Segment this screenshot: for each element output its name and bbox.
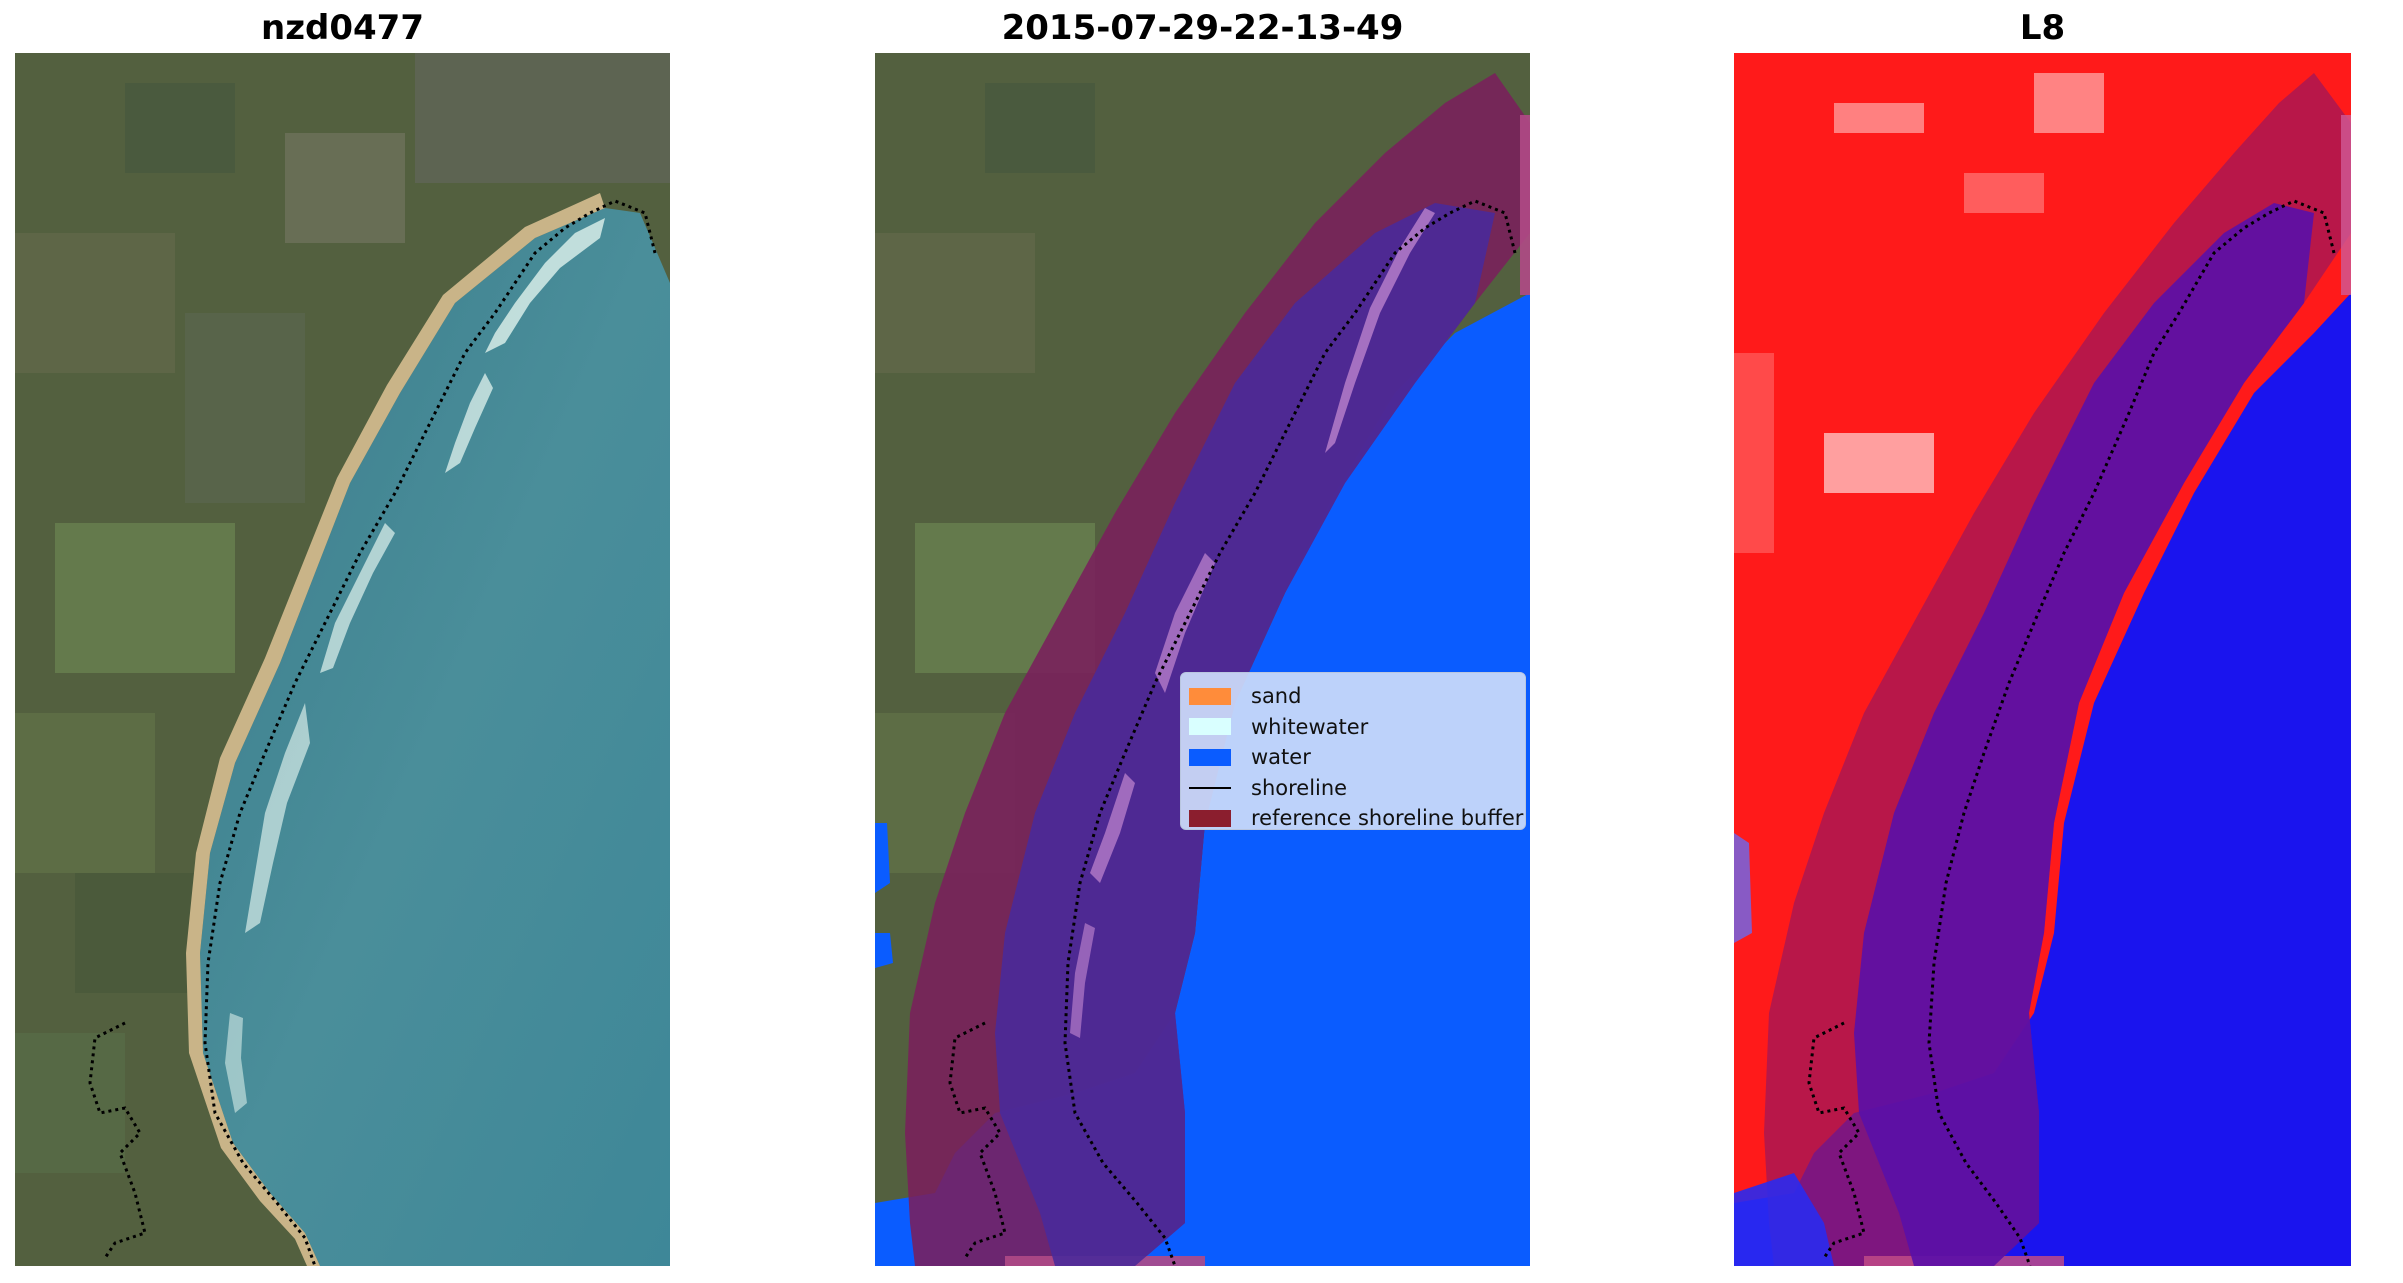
legend-item-shoreline: shoreline — [1189, 773, 1525, 804]
whitewater-streak — [485, 218, 605, 353]
legend-swatch-sand — [1189, 687, 1231, 705]
rgb-satellite-image — [15, 53, 670, 1266]
field-patch — [985, 83, 1095, 173]
field-patch — [285, 133, 405, 243]
whitewater-streak — [445, 373, 493, 473]
shoreline — [203, 199, 657, 1266]
legend: sand whitewater water shoreline referenc… — [1180, 672, 1526, 830]
legend-label: shoreline — [1251, 775, 1348, 800]
field-patch — [875, 233, 1035, 373]
shoreline — [1927, 199, 2336, 1266]
field-patch — [185, 313, 305, 503]
buffer-edge — [1520, 115, 1530, 295]
legend-swatch-whitewater — [1189, 718, 1231, 736]
index-light-patch — [1964, 173, 2044, 213]
index-light-patch — [1734, 353, 1774, 553]
field-patch — [75, 873, 195, 993]
index-water — [1734, 833, 1752, 943]
legend-item-sand: sand — [1189, 681, 1525, 712]
legend-item-buffer: reference shoreline buffer — [1189, 803, 1525, 834]
water-in-buffer — [995, 203, 1495, 1266]
legend-item-water: water — [1189, 742, 1525, 773]
field-patch — [125, 83, 235, 173]
shoreline-inland — [1807, 1021, 1866, 1259]
whitewater-streak — [320, 523, 395, 673]
legend-swatch-water — [1189, 748, 1231, 766]
legend-item-whitewater: whitewater — [1189, 712, 1525, 743]
whitewater-pixels — [1070, 923, 1095, 1038]
field-patch — [415, 53, 670, 183]
classified-water — [875, 823, 890, 893]
field-patch — [15, 233, 175, 373]
index-light-patch — [1834, 103, 1924, 133]
legend-swatch-buffer — [1189, 809, 1231, 827]
shoreline-inland — [88, 1021, 147, 1259]
classification-image — [875, 53, 1530, 1266]
legend-label: sand — [1251, 684, 1302, 709]
whitewater-pixels — [1325, 208, 1435, 453]
water-in-buffer — [1854, 203, 2314, 1266]
whitewater-streak — [225, 1013, 247, 1113]
legend-label: reference shoreline buffer — [1251, 806, 1524, 831]
panel-title-rgb: nzd0477 — [261, 8, 424, 48]
field-patch — [15, 713, 155, 873]
index-light-patch — [2034, 73, 2104, 133]
buffer-edge — [2341, 115, 2351, 295]
legend-label: whitewater — [1251, 714, 1369, 739]
index-light-patch — [1824, 433, 1934, 493]
shoreline — [1063, 199, 1517, 1266]
panel-title-classification: 2015-07-29-22-13-49 — [1001, 8, 1404, 48]
index-image — [1734, 53, 2351, 1266]
whitewater-streak — [245, 703, 310, 933]
classified-water — [875, 293, 1530, 1266]
legend-line-shoreline — [1189, 786, 1231, 789]
sea-area — [200, 208, 670, 1266]
whitewater-pixels — [1090, 773, 1135, 883]
field-patch — [15, 1033, 125, 1173]
index-water-corner — [1734, 1173, 1834, 1266]
panel-title-index: L8 — [2019, 8, 2066, 48]
shoreline-inland — [948, 1021, 1007, 1259]
legend-label: water — [1251, 745, 1311, 770]
field-patch — [55, 523, 235, 673]
index-water — [1734, 293, 2351, 1266]
classified-water — [875, 933, 893, 968]
